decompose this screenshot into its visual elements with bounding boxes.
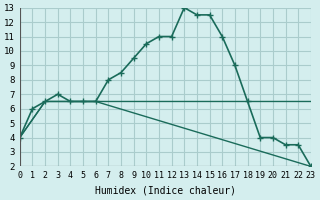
X-axis label: Humidex (Indice chaleur): Humidex (Indice chaleur) xyxy=(95,186,236,196)
